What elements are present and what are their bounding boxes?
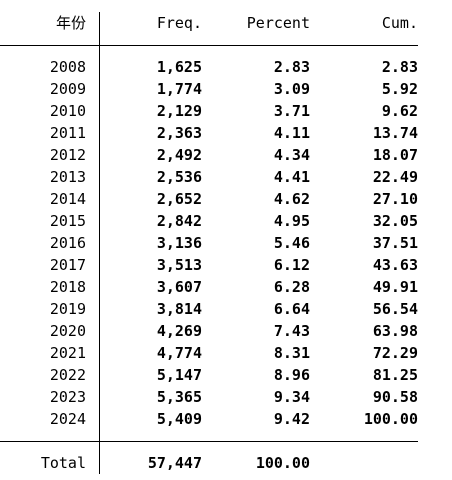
cell-year: 2022	[49, 366, 86, 384]
table-row: 2022 5,147 8.96 81.25	[0, 364, 452, 386]
cell-freq: 1,774	[156, 80, 202, 98]
cell-percent: 6.64	[273, 300, 310, 318]
cell-freq: 2,492	[156, 146, 202, 164]
cell-year: 2020	[49, 322, 86, 340]
cell-cum: 18.07	[372, 146, 418, 164]
cell-year: 2012	[49, 146, 86, 164]
cell-percent: 4.11	[273, 124, 310, 142]
cell-cum: 100.00	[363, 410, 418, 428]
cell-percent: 3.09	[273, 80, 310, 98]
cell-cum: 63.98	[372, 322, 418, 340]
cell-freq: 3,136	[156, 234, 202, 252]
table-row: 2008 1,625 2.83 2.83	[0, 56, 452, 78]
cell-freq: 3,513	[156, 256, 202, 274]
cell-cum: 56.54	[372, 300, 418, 318]
cell-percent: 2.83	[273, 58, 310, 76]
table-row: 2015 2,842 4.95 32.05	[0, 210, 452, 232]
cell-cum: 72.29	[372, 344, 418, 362]
column-divider	[99, 12, 100, 474]
cell-percent: 5.46	[273, 234, 310, 252]
total-row: Total 57,447 100.00	[0, 452, 452, 474]
cell-percent: 9.42	[273, 410, 310, 428]
table-row: 2014 2,652 4.62 27.10	[0, 188, 452, 210]
cell-year: 2016	[49, 234, 86, 252]
cell-cum: 9.62	[381, 102, 418, 120]
cell-percent: 6.12	[273, 256, 310, 274]
cell-percent: 3.71	[273, 102, 310, 120]
cell-freq: 2,536	[156, 168, 202, 186]
table-row: 2016 3,136 5.46 37.51	[0, 232, 452, 254]
cell-freq: 2,842	[156, 212, 202, 230]
total-label: Total	[40, 454, 86, 472]
header-cum: Cum.	[381, 14, 418, 32]
cell-percent: 4.41	[273, 168, 310, 186]
cell-year: 2019	[49, 300, 86, 318]
cell-cum: 27.10	[372, 190, 418, 208]
cell-percent: 8.31	[273, 344, 310, 362]
cell-cum: 13.74	[372, 124, 418, 142]
cell-cum: 32.05	[372, 212, 418, 230]
cell-freq: 1,625	[156, 58, 202, 76]
cell-freq: 2,363	[156, 124, 202, 142]
cell-freq: 5,365	[156, 388, 202, 406]
cell-year: 2010	[49, 102, 86, 120]
table-row: 2019 3,814 6.64 56.54	[0, 298, 452, 320]
total-freq: 57,447	[147, 454, 202, 472]
cell-year: 2024	[49, 410, 86, 428]
cell-cum: 37.51	[372, 234, 418, 252]
cell-freq: 4,774	[156, 344, 202, 362]
total-rule	[0, 441, 418, 442]
cell-freq: 5,409	[156, 410, 202, 428]
cell-year: 2017	[49, 256, 86, 274]
header-freq: Freq.	[156, 14, 202, 32]
cell-year: 2023	[49, 388, 86, 406]
table-row: 2017 3,513 6.12 43.63	[0, 254, 452, 276]
cell-cum: 22.49	[372, 168, 418, 186]
cell-year: 2018	[49, 278, 86, 296]
cell-freq: 3,607	[156, 278, 202, 296]
cell-freq: 2,652	[156, 190, 202, 208]
cell-cum: 43.63	[372, 256, 418, 274]
cell-year: 2011	[49, 124, 86, 142]
table-row: 2023 5,365 9.34 90.58	[0, 386, 452, 408]
cell-cum: 49.91	[372, 278, 418, 296]
table-row: 2010 2,129 3.71 9.62	[0, 100, 452, 122]
cell-freq: 3,814	[156, 300, 202, 318]
cell-year: 2013	[49, 168, 86, 186]
table-row: 2024 5,409 9.42 100.00	[0, 408, 452, 430]
table-row: 2013 2,536 4.41 22.49	[0, 166, 452, 188]
header-year: 年份	[55, 14, 86, 32]
cell-year: 2015	[49, 212, 86, 230]
cell-year: 2009	[49, 80, 86, 98]
cell-percent: 4.95	[273, 212, 310, 230]
header-rule	[0, 45, 418, 46]
table-row: 2018 3,607 6.28 49.91	[0, 276, 452, 298]
cell-percent: 4.34	[273, 146, 310, 164]
cell-percent: 6.28	[273, 278, 310, 296]
cell-cum: 81.25	[372, 366, 418, 384]
cell-year: 2008	[49, 58, 86, 76]
cell-cum: 2.83	[381, 58, 418, 76]
cell-freq: 4,269	[156, 322, 202, 340]
header-percent: Percent	[246, 14, 310, 32]
table-row: 2020 4,269 7.43 63.98	[0, 320, 452, 342]
cell-freq: 2,129	[156, 102, 202, 120]
cell-year: 2014	[49, 190, 86, 208]
cell-cum: 5.92	[381, 80, 418, 98]
cell-year: 2021	[49, 344, 86, 362]
cell-percent: 9.34	[273, 388, 310, 406]
table-header: 年份 Freq. Percent Cum.	[0, 12, 452, 34]
table-row: 2011 2,363 4.11 13.74	[0, 122, 452, 144]
cell-percent: 4.62	[273, 190, 310, 208]
cell-percent: 7.43	[273, 322, 310, 340]
total-percent: 100.00	[255, 454, 310, 472]
cell-percent: 8.96	[273, 366, 310, 384]
table-row: 2012 2,492 4.34 18.07	[0, 144, 452, 166]
cell-freq: 5,147	[156, 366, 202, 384]
table-row: 2009 1,774 3.09 5.92	[0, 78, 452, 100]
table-row: 2021 4,774 8.31 72.29	[0, 342, 452, 364]
cell-cum: 90.58	[372, 388, 418, 406]
